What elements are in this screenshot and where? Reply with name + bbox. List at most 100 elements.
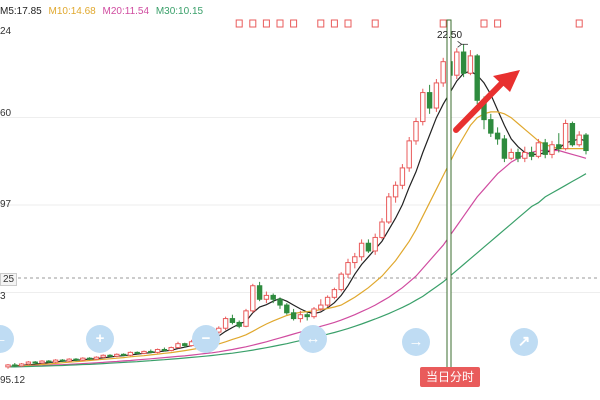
- candle-body-60: [413, 121, 419, 142]
- candle-84: [576, 131, 582, 147]
- candle-73: [501, 135, 508, 163]
- zoom-in-icon[interactable]: +: [86, 325, 114, 353]
- candle-37: [256, 281, 263, 302]
- event-marker-0: [235, 19, 243, 28]
- intraday-button[interactable]: 当日分时: [420, 367, 480, 387]
- candle-2: [18, 363, 25, 367]
- candle-body-53: [365, 242, 372, 252]
- candle-body-49: [338, 273, 344, 291]
- ma-line-m5: [7, 70, 587, 368]
- candle-body-2: [18, 363, 25, 367]
- candle-body-83: [569, 122, 576, 146]
- candle-24: [168, 346, 174, 352]
- event-marker-3: [276, 19, 284, 28]
- candle-10: [73, 358, 79, 362]
- candle-42: [290, 308, 297, 321]
- candle-77: [528, 146, 535, 161]
- candle-body-81: [556, 144, 562, 150]
- candle-body-39: [270, 294, 276, 300]
- candle-52: [358, 239, 365, 261]
- candle-64: [440, 57, 446, 87]
- candle-51: [352, 252, 358, 269]
- event-marker-12: [575, 19, 583, 28]
- zoom-out-icon[interactable]: −: [192, 325, 220, 353]
- candle-body-12: [86, 357, 93, 360]
- event-marker-5: [317, 19, 325, 28]
- candle-59: [406, 137, 412, 172]
- candle-body-34: [236, 321, 242, 327]
- candle-33: [229, 314, 236, 325]
- event-marker-7: [344, 19, 352, 28]
- candle-63: [433, 79, 440, 112]
- candle-body-37: [256, 285, 263, 300]
- ma-legend: M5:17.85 M10:14.68 M20:11.54 M30:10.15: [0, 6, 207, 17]
- y-label-3: 97: [0, 199, 12, 210]
- candle-body-41: [284, 304, 290, 314]
- candle-body-58: [399, 167, 406, 186]
- candle-49: [338, 272, 344, 292]
- candle-47: [324, 295, 331, 307]
- candle-12: [86, 357, 93, 361]
- candle-72: [494, 127, 501, 145]
- candle-body-85: [583, 134, 589, 152]
- candle-82: [562, 119, 569, 151]
- candle-body-73: [501, 138, 508, 159]
- candle-body-78: [535, 142, 542, 157]
- candle-57: [392, 181, 399, 203]
- candle-body-82: [562, 122, 569, 150]
- ma-line-m20: [7, 149, 587, 368]
- candle-38: [263, 291, 270, 304]
- candle-body-66: [454, 51, 460, 76]
- legend-m20: M20:11.54: [102, 6, 150, 17]
- candle-36: [250, 283, 256, 313]
- legend-m5: M5:17.85: [0, 6, 42, 17]
- candle-body-4: [32, 361, 38, 364]
- candle-58: [399, 164, 406, 190]
- y-label-top: 24: [0, 26, 12, 37]
- candle-9: [66, 358, 72, 363]
- candle-body-42: [290, 312, 297, 320]
- candle-body-18: [127, 351, 134, 356]
- candle-20: [141, 350, 147, 355]
- candle-body-48: [331, 289, 338, 298]
- candle-83: [569, 121, 576, 147]
- candle-body-67: [460, 51, 467, 74]
- scroll-left-button[interactable]: ←: [0, 325, 14, 353]
- expand-icon[interactable]: ↗: [510, 328, 538, 356]
- candle-50: [345, 258, 351, 279]
- event-marker-8: [371, 19, 379, 28]
- candle-body-68: [467, 55, 474, 74]
- candle-11: [80, 357, 86, 362]
- candle-43: [297, 310, 304, 323]
- candle-40: [277, 297, 283, 309]
- high-price-label: 22.50: [437, 30, 463, 41]
- y-label-low: 95.12: [0, 375, 26, 386]
- candle-13: [93, 356, 100, 361]
- candle-body-44: [304, 314, 310, 318]
- candle-4: [32, 361, 38, 364]
- event-marker-6: [330, 19, 338, 28]
- candle-18: [127, 351, 134, 357]
- candle-body-26: [182, 343, 188, 347]
- event-marker-9: [439, 19, 447, 28]
- candle-71: [488, 113, 494, 138]
- candle-body-23: [161, 348, 168, 351]
- event-marker-2: [262, 19, 270, 28]
- arrow-right-icon[interactable]: →: [402, 328, 430, 356]
- candle-body-16: [114, 353, 120, 357]
- candle-39: [270, 293, 276, 304]
- candle-body-6: [46, 360, 52, 363]
- candle-body-35: [243, 310, 249, 327]
- candle-41: [284, 303, 290, 315]
- candle-body-77: [528, 151, 535, 157]
- candle-61: [420, 88, 426, 126]
- candle-body-25: [175, 343, 181, 349]
- candle-body-76: [522, 151, 528, 159]
- candle-79: [542, 138, 548, 159]
- candle-19: [134, 351, 140, 355]
- candle-5: [39, 360, 45, 364]
- candle-body-32: [222, 318, 229, 329]
- candle-46: [318, 299, 324, 311]
- move-icon[interactable]: ↔: [299, 325, 327, 353]
